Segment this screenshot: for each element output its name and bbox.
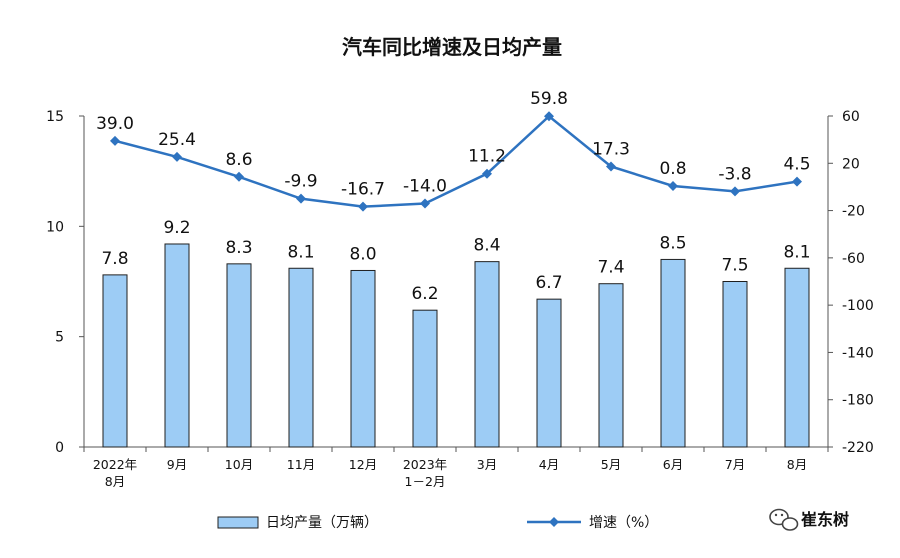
bar-value-label: 8.0 xyxy=(349,244,376,264)
x-tick-label: 10月 xyxy=(225,457,253,472)
right-tick-label: -60 xyxy=(842,251,865,267)
line-value-label: -9.9 xyxy=(284,172,317,192)
legend-line-label: 增速（%） xyxy=(589,515,658,531)
x-tick-label: 11月 xyxy=(287,457,315,472)
growth-line xyxy=(114,114,798,208)
line-data-labels: 39.0 25.4 8.6 -9.9 -16.7 -14.0 11.2 59.8 17.3 0.8… xyxy=(96,89,810,199)
line-marker xyxy=(544,111,554,122)
x-tick-label: 6月 xyxy=(663,457,683,472)
bar-value-label: 8.1 xyxy=(287,242,314,262)
right-y-ticks: -220 -180 -140 -100 -60 -20 20 60 xyxy=(828,109,874,456)
right-tick-label: 60 xyxy=(842,109,860,125)
x-tick-label: 8月 xyxy=(787,457,807,472)
line-value-label: -14.0 xyxy=(403,176,447,196)
line-value-label: -16.7 xyxy=(341,180,385,200)
left-tick-label: 0 xyxy=(55,440,64,456)
left-y-ticks: 0 5 10 15 xyxy=(46,109,84,456)
bar-value-label: 7.4 xyxy=(597,258,624,278)
line-marker xyxy=(668,180,678,191)
bar xyxy=(474,261,500,448)
watermark: 崔东树 xyxy=(769,508,849,531)
line-value-label: 17.3 xyxy=(592,139,630,159)
left-tick-label: 15 xyxy=(46,109,64,125)
line-marker xyxy=(234,171,244,182)
plot-area: 0 5 10 15 -220 -180 -140 -100 -60 -20 20 60 2022年 8… xyxy=(46,89,874,489)
bar xyxy=(102,274,128,448)
legend-line-marker xyxy=(549,517,559,527)
line-marker xyxy=(482,168,492,179)
bar-value-label: 6.2 xyxy=(411,284,438,304)
x-tick-label: 2022年 xyxy=(93,457,137,472)
bar-value-label: 8.3 xyxy=(225,238,252,258)
line-marker xyxy=(358,201,368,212)
line-series xyxy=(110,111,802,212)
right-tick-label: -140 xyxy=(842,345,874,361)
bar xyxy=(598,283,624,448)
bar xyxy=(722,281,748,448)
line-marker xyxy=(296,193,306,204)
bar xyxy=(536,298,562,448)
bar-value-label: 7.8 xyxy=(101,249,128,269)
right-tick-label: -100 xyxy=(842,298,874,314)
line-value-label: -3.8 xyxy=(718,164,751,184)
line-value-label: 4.5 xyxy=(783,155,810,175)
right-tick-label: -220 xyxy=(842,440,874,456)
bar-value-label: 6.7 xyxy=(535,273,562,293)
watermark-text: 崔东树 xyxy=(801,510,849,529)
bar xyxy=(350,269,376,448)
line-marker xyxy=(420,198,430,209)
bar xyxy=(226,263,252,448)
x-tick-label: 7月 xyxy=(725,457,745,472)
x-tick-label: 9月 xyxy=(167,457,187,472)
x-axis-ticks: 2022年 8月 9月 10月 11月 12月 2023年 1－2月 3月 4月 5月 6月 7月 8月 xyxy=(83,447,829,489)
bar-series xyxy=(102,243,810,448)
line-value-label: 11.2 xyxy=(468,147,506,167)
right-tick-label: -20 xyxy=(842,204,865,220)
line-value-label: 59.8 xyxy=(530,89,568,109)
x-tick-label: 4月 xyxy=(539,457,559,472)
line-marker xyxy=(172,151,182,162)
line-marker xyxy=(606,161,616,172)
legend: 日均产量（万辆） 增速（%） xyxy=(217,515,658,531)
right-tick-label: 20 xyxy=(842,156,860,172)
right-tick-label: -180 xyxy=(842,393,874,409)
bar-value-label: 7.5 xyxy=(721,256,748,276)
wechat-icon xyxy=(769,508,799,531)
bar-value-label: 8.1 xyxy=(783,242,810,262)
bar-value-label: 8.4 xyxy=(473,236,500,256)
line-marker xyxy=(110,135,120,146)
bar-data-labels: 7.8 9.2 8.3 8.1 8.0 6.2 8.4 6.7 7.4 8.5 7.5 8.1 xyxy=(101,218,810,304)
line-value-label: 39.0 xyxy=(96,114,134,134)
bar xyxy=(164,243,190,448)
legend-bar-label: 日均产量（万辆） xyxy=(266,515,378,531)
line-marker xyxy=(792,176,802,187)
bar xyxy=(412,309,438,448)
bar xyxy=(784,267,810,448)
x-tick-label: 3月 xyxy=(477,457,497,472)
bar xyxy=(288,267,314,448)
x-tick-label: 12月 xyxy=(349,457,377,472)
line-value-label: 8.6 xyxy=(225,150,252,170)
line-marker xyxy=(730,186,740,197)
bar xyxy=(660,258,686,448)
bar-value-label: 9.2 xyxy=(163,218,190,238)
chart-title: 汽车同比增速及日均产量 xyxy=(342,35,562,59)
legend-bar-swatch xyxy=(217,516,259,529)
x-tick-label: 5月 xyxy=(601,457,621,472)
x-tick-label: 8月 xyxy=(105,474,125,489)
left-tick-label: 5 xyxy=(55,330,64,346)
line-value-label: 0.8 xyxy=(659,159,686,179)
left-tick-label: 10 xyxy=(46,219,64,235)
line-value-label: 25.4 xyxy=(158,130,196,150)
x-tick-label: 1－2月 xyxy=(405,474,446,489)
x-tick-label: 2023年 xyxy=(403,457,447,472)
bar-value-label: 8.5 xyxy=(659,233,686,253)
